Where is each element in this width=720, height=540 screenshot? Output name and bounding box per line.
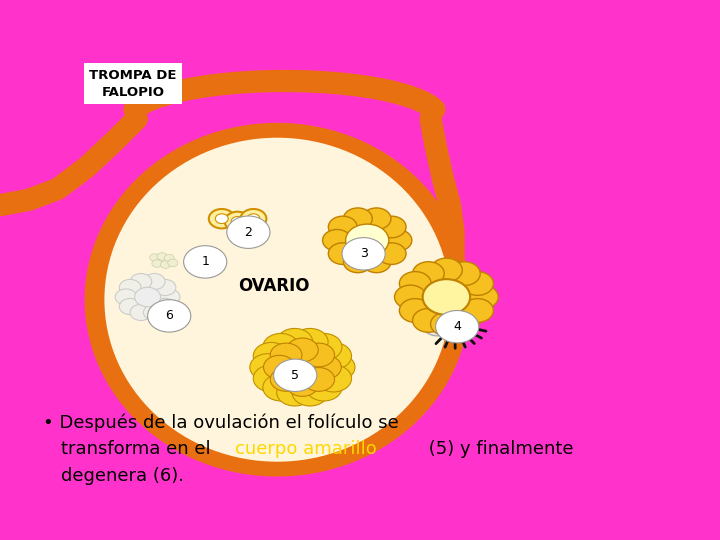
Circle shape <box>115 289 137 305</box>
Text: degenera (6).: degenera (6). <box>61 467 184 485</box>
Circle shape <box>436 310 479 343</box>
Circle shape <box>422 312 454 336</box>
Circle shape <box>400 299 431 322</box>
Circle shape <box>263 333 299 360</box>
Circle shape <box>287 338 318 362</box>
Circle shape <box>462 299 493 322</box>
Circle shape <box>423 279 470 315</box>
Circle shape <box>150 254 160 261</box>
Circle shape <box>383 230 412 251</box>
Text: 5: 5 <box>291 369 300 382</box>
Circle shape <box>270 343 302 367</box>
Text: • Después de la ovulación el folículo se: • Después de la ovulación el folículo se <box>43 413 399 431</box>
Circle shape <box>292 328 328 355</box>
Circle shape <box>310 355 341 379</box>
Circle shape <box>250 354 286 381</box>
Text: (5) y finalmente: (5) y finalmente <box>423 440 574 458</box>
Ellipse shape <box>84 123 470 476</box>
Circle shape <box>377 216 406 238</box>
Circle shape <box>154 279 176 295</box>
Circle shape <box>413 308 444 332</box>
Circle shape <box>154 299 176 315</box>
Circle shape <box>276 328 312 355</box>
Circle shape <box>328 216 357 238</box>
Circle shape <box>343 251 372 273</box>
Circle shape <box>120 299 141 315</box>
Circle shape <box>315 342 351 369</box>
Circle shape <box>225 212 251 231</box>
Text: 3: 3 <box>360 247 367 260</box>
Circle shape <box>130 305 152 321</box>
Circle shape <box>328 243 357 265</box>
Circle shape <box>377 243 406 265</box>
Circle shape <box>342 238 385 270</box>
Circle shape <box>449 308 480 332</box>
Circle shape <box>209 209 235 228</box>
Circle shape <box>274 359 317 392</box>
Circle shape <box>184 246 227 278</box>
Circle shape <box>148 300 191 332</box>
Circle shape <box>292 379 328 406</box>
Circle shape <box>264 355 295 379</box>
Circle shape <box>161 261 171 268</box>
Circle shape <box>319 354 355 381</box>
Circle shape <box>362 251 391 273</box>
Circle shape <box>253 365 289 392</box>
Circle shape <box>164 254 174 262</box>
Circle shape <box>120 279 141 295</box>
Circle shape <box>240 209 266 228</box>
Circle shape <box>303 343 335 367</box>
Circle shape <box>395 285 426 309</box>
Text: 1: 1 <box>202 255 209 268</box>
Circle shape <box>303 368 335 392</box>
Circle shape <box>157 253 167 260</box>
Circle shape <box>143 273 165 289</box>
Circle shape <box>247 214 260 224</box>
Circle shape <box>306 374 342 401</box>
Text: 4: 4 <box>454 320 461 333</box>
Circle shape <box>227 216 270 248</box>
Circle shape <box>343 208 372 230</box>
Circle shape <box>400 272 431 295</box>
Circle shape <box>143 305 165 321</box>
Circle shape <box>323 230 351 251</box>
Circle shape <box>362 208 391 230</box>
Circle shape <box>467 285 498 309</box>
Circle shape <box>431 258 462 282</box>
Text: transforma en el: transforma en el <box>61 440 217 458</box>
Circle shape <box>287 373 318 396</box>
Circle shape <box>215 214 228 224</box>
Circle shape <box>413 262 444 286</box>
Circle shape <box>270 368 302 392</box>
Circle shape <box>429 318 446 330</box>
Circle shape <box>135 287 161 307</box>
Circle shape <box>263 374 299 401</box>
Text: cuerpo amarillo: cuerpo amarillo <box>235 440 377 458</box>
Circle shape <box>449 262 480 286</box>
Text: OVARIO: OVARIO <box>238 277 310 295</box>
Circle shape <box>168 259 178 267</box>
Circle shape <box>462 272 493 295</box>
Circle shape <box>231 217 244 226</box>
Ellipse shape <box>104 138 450 462</box>
Text: TROMPA DE
FALOPIO: TROMPA DE FALOPIO <box>89 69 177 99</box>
Text: 2: 2 <box>245 226 252 239</box>
Circle shape <box>152 260 162 267</box>
Circle shape <box>253 342 289 369</box>
Circle shape <box>276 379 312 406</box>
Ellipse shape <box>275 347 329 388</box>
Circle shape <box>315 365 351 392</box>
Circle shape <box>130 273 152 289</box>
Circle shape <box>431 312 462 336</box>
Circle shape <box>306 333 342 360</box>
Circle shape <box>158 289 180 305</box>
Text: 6: 6 <box>166 309 173 322</box>
Circle shape <box>346 224 389 256</box>
